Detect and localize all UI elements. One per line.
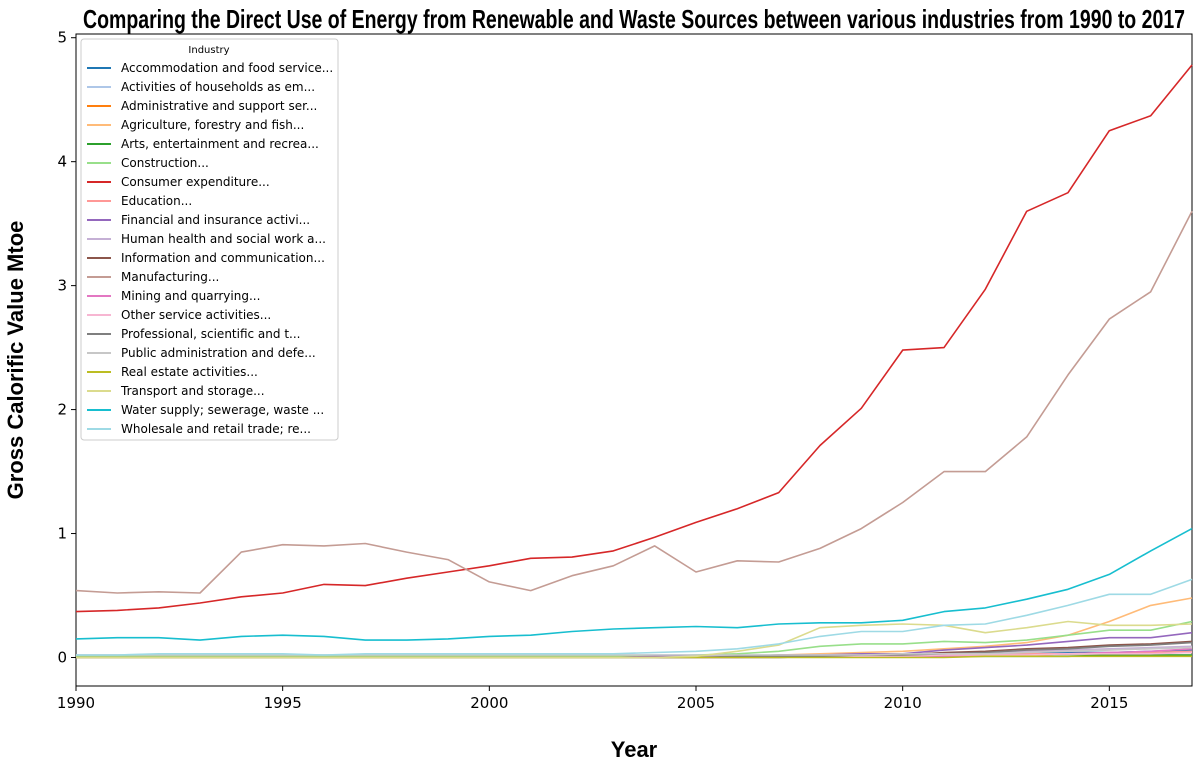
x-tick-label: 1990: [57, 694, 95, 712]
x-axis-ticks: 1990 1995 2000 2005 2010 2015: [57, 686, 1129, 712]
x-tick-label: 2000: [470, 694, 508, 712]
legend-label: Activities of households as em...: [121, 80, 315, 94]
legend-label: Accommodation and food service...: [121, 61, 333, 75]
legend: Industry Accommodation and food service.…: [81, 39, 338, 440]
legend-entry: Administrative and support ser...: [87, 99, 317, 113]
legend-label: Human health and social work a...: [121, 232, 326, 246]
legend-entry: Human health and social work a...: [87, 232, 326, 246]
legend-entry: Public administration and defe...: [87, 346, 316, 360]
legend-label: Professional, scientific and t...: [121, 327, 300, 341]
legend-entry: Activities of households as em...: [87, 80, 315, 94]
y-tick-label: 5: [57, 29, 67, 47]
x-tick-label: 1995: [264, 694, 302, 712]
legend-label: Transport and storage...: [120, 384, 265, 398]
chart-title: Comparing the Direct Use of Energy from …: [83, 4, 1185, 34]
y-tick-label: 2: [57, 401, 67, 419]
y-tick-label: 4: [57, 153, 67, 171]
legend-entry: Accommodation and food service...: [87, 61, 333, 75]
legend-label: Wholesale and retail trade; re...: [121, 422, 311, 436]
legend-label: Water supply; sewerage, waste ...: [121, 403, 324, 417]
y-tick-label: 1: [57, 525, 67, 543]
legend-entry: Wholesale and retail trade; re...: [87, 422, 311, 436]
series-line-18: [76, 529, 1192, 641]
x-tick-label: 2015: [1090, 694, 1128, 712]
legend-label: Manufacturing...: [121, 270, 219, 284]
legend-label: Consumer expenditure...: [121, 175, 270, 189]
legend-entry: Water supply; sewerage, waste ...: [87, 403, 324, 417]
legend-label: Education...: [121, 194, 192, 208]
legend-entry: Information and communication...: [87, 251, 325, 265]
legend-label: Information and communication...: [121, 251, 325, 265]
legend-label: Other service activities...: [121, 308, 271, 322]
x-tick-label: 2010: [884, 694, 922, 712]
legend-label: Real estate activities...: [121, 365, 258, 379]
y-tick-label: 3: [57, 277, 67, 295]
legend-label: Mining and quarrying...: [121, 289, 260, 303]
legend-label: Agriculture, forestry and fish...: [121, 118, 304, 132]
x-axis-title: Year: [611, 737, 658, 762]
y-axis-title: Gross Calorific Value Mtoe: [3, 221, 28, 500]
legend-label: Financial and insurance activi...: [121, 213, 310, 227]
legend-label: Construction...: [121, 156, 209, 170]
legend-label: Arts, entertainment and recrea...: [121, 137, 319, 151]
x-tick-label: 2005: [677, 694, 715, 712]
legend-title: Industry: [188, 45, 229, 56]
legend-entry: Financial and insurance activi...: [87, 213, 310, 227]
legend-entry: Arts, entertainment and recrea...: [87, 137, 319, 151]
legend-label: Administrative and support ser...: [121, 99, 317, 113]
y-tick-label: 0: [57, 648, 67, 666]
series-line-19: [76, 579, 1192, 655]
legend-label: Public administration and defe...: [121, 346, 316, 360]
y-axis-ticks: 0 1 2 3 4 5: [57, 29, 76, 667]
